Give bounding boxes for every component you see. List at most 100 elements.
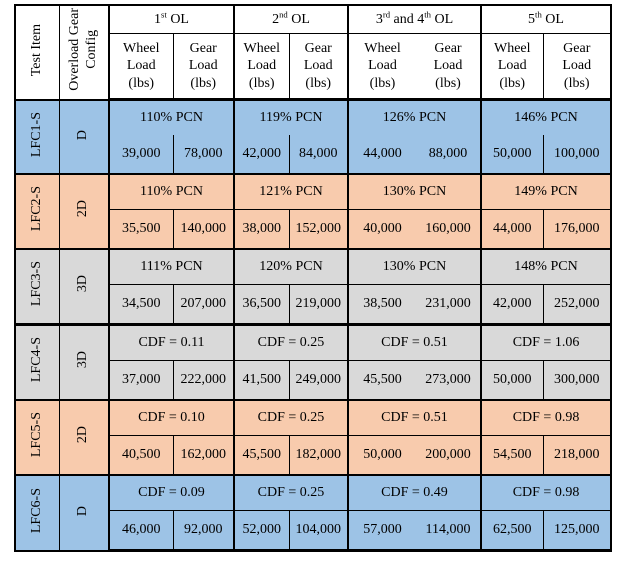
cdf-label: CDF = 0.98 <box>479 474 612 511</box>
pcn-label: 119% PCN <box>233 98 348 135</box>
wheel-load-value: 50,000 <box>480 360 543 400</box>
gear-load-value: 125,000 <box>542 510 612 552</box>
wheel-load-value: 38,000 <box>233 209 289 249</box>
test-item-label: LFC4-S <box>28 337 44 383</box>
ol-group-header-3-4: 3rd and 4th OL <box>347 5 481 34</box>
gear-load-value: 182,000 <box>288 435 348 475</box>
cdf-label: CDF = 0.11 <box>109 323 234 361</box>
wheel-load-value: 62,500 <box>480 510 543 552</box>
cdf-label: CDF = 0.09 <box>109 474 234 511</box>
cdf-label: CDF = 0.25 <box>233 399 348 436</box>
cdf-label: CDF = 0.51 <box>347 323 481 361</box>
gear-load-header: Gear Load (lbs) <box>172 33 234 101</box>
gear-load-value: 140,000 <box>172 209 234 249</box>
gear-load-header: Gear Load (lbs) <box>542 33 612 101</box>
test-item-label: LFC6-S <box>28 487 44 533</box>
wheel-load-value: 50,000 <box>347 435 416 475</box>
gear-load-value: 219,000 <box>288 284 348 325</box>
col-header-test-item-cell: Test Item <box>15 5 60 100</box>
wheel-load-header: Wheel Load (lbs) <box>109 33 173 101</box>
overload-test-load-table: Test Item Overload Gear Config 1st OL 2n… <box>14 4 613 552</box>
wheel-load-value: 37,000 <box>109 360 173 400</box>
test-item-cell: LFC2-S <box>15 173 60 249</box>
wheel-load-value: 44,000 <box>480 209 543 249</box>
gear-config-cell: D <box>59 474 110 551</box>
gear-load-value: 114,000 <box>416 510 481 552</box>
test-item-label: LFC3-S <box>28 261 44 307</box>
cdf-label: CDF = 1.06 <box>479 323 612 361</box>
gear-config-value: 3D <box>75 351 91 369</box>
gear-load-value: 273,000 <box>416 360 481 400</box>
gear-load-value: 160,000 <box>416 209 481 249</box>
pcn-label: 111% PCN <box>109 248 234 285</box>
ol-group-header-1: 1st OL <box>109 5 234 34</box>
pcn-label: 121% PCN <box>233 173 348 210</box>
gear-load-header: Gear Load (lbs) <box>416 33 481 101</box>
cdf-label: CDF = 0.25 <box>233 474 348 511</box>
gear-load-value: 249,000 <box>288 360 348 400</box>
gear-config-cell: 2D <box>59 399 110 475</box>
wheel-load-value: 46,000 <box>109 510 173 552</box>
gear-config-cell: 3D <box>59 323 110 400</box>
gear-load-value: 104,000 <box>288 510 348 552</box>
wheel-load-value: 42,000 <box>480 284 543 325</box>
gear-load-value: 222,000 <box>172 360 234 400</box>
gear-config-value: D <box>75 129 91 140</box>
cdf-label: CDF = 0.25 <box>233 323 348 361</box>
wheel-load-header: Wheel Load (lbs) <box>480 33 543 101</box>
gear-load-value: 84,000 <box>288 135 348 174</box>
gear-load-value: 218,000 <box>542 435 612 475</box>
gear-load-value: 252,000 <box>542 284 612 325</box>
pcn-label: 120% PCN <box>233 248 348 285</box>
pcn-label: 149% PCN <box>479 173 612 210</box>
gear-load-value: 92,000 <box>172 510 234 552</box>
cdf-label: CDF = 0.49 <box>347 474 481 511</box>
gear-config-value: 2D <box>75 426 91 444</box>
test-item-cell: LFC4-S <box>15 323 60 400</box>
wheel-load-value: 40,000 <box>347 209 416 249</box>
gear-load-value: 162,000 <box>172 435 234 475</box>
wheel-load-value: 52,000 <box>233 510 289 552</box>
gear-load-value: 200,000 <box>416 435 481 475</box>
test-item-label: LFC5-S <box>28 412 44 458</box>
wheel-load-value: 57,000 <box>347 510 416 552</box>
test-item-cell: LFC5-S <box>15 399 60 475</box>
pcn-label: 126% PCN <box>347 98 481 135</box>
ol-group-header-5: 5th OL <box>479 5 612 34</box>
pcn-label: 148% PCN <box>479 248 612 285</box>
gear-load-value: 152,000 <box>288 209 348 249</box>
gear-config-value: 2D <box>75 200 91 218</box>
pcn-label: 130% PCN <box>347 173 481 210</box>
col-header-gear-config-cell: Overload Gear Config <box>59 5 110 100</box>
wheel-load-value: 34,500 <box>109 284 173 325</box>
pcn-label: 110% PCN <box>109 98 234 135</box>
pcn-label: 130% PCN <box>347 248 481 285</box>
wheel-load-value: 41,500 <box>233 360 289 400</box>
wheel-load-value: 42,000 <box>233 135 289 174</box>
wheel-load-value: 38,500 <box>347 284 416 325</box>
wheel-load-value: 39,000 <box>109 135 173 174</box>
gear-config-cell: 2D <box>59 173 110 249</box>
cdf-label: CDF = 0.10 <box>109 399 234 436</box>
test-item-cell: LFC6-S <box>15 474 60 551</box>
wheel-load-value: 45,500 <box>347 360 416 400</box>
gear-load-value: 231,000 <box>416 284 481 325</box>
gear-config-cell: 3D <box>59 248 110 325</box>
gear-load-value: 100,000 <box>542 135 612 174</box>
wheel-load-value: 45,500 <box>233 435 289 475</box>
gear-config-cell: D <box>59 98 110 174</box>
gear-load-value: 300,000 <box>542 360 612 400</box>
gear-load-value: 78,000 <box>172 135 234 174</box>
ol-group-header-2: 2nd OL <box>233 5 348 34</box>
gear-config-value: 3D <box>75 275 91 293</box>
gear-config-value: D <box>75 505 91 516</box>
wheel-load-value: 35,500 <box>109 209 173 249</box>
wheel-load-value: 54,500 <box>480 435 543 475</box>
col-header-test-item: Test Item <box>28 23 44 76</box>
wheel-load-header: Wheel Load (lbs) <box>347 33 416 101</box>
wheel-load-value: 40,500 <box>109 435 173 475</box>
wheel-load-value: 44,000 <box>347 135 416 174</box>
gear-load-value: 176,000 <box>542 209 612 249</box>
cdf-label: CDF = 0.51 <box>347 399 481 436</box>
pcn-label: 110% PCN <box>109 173 234 210</box>
